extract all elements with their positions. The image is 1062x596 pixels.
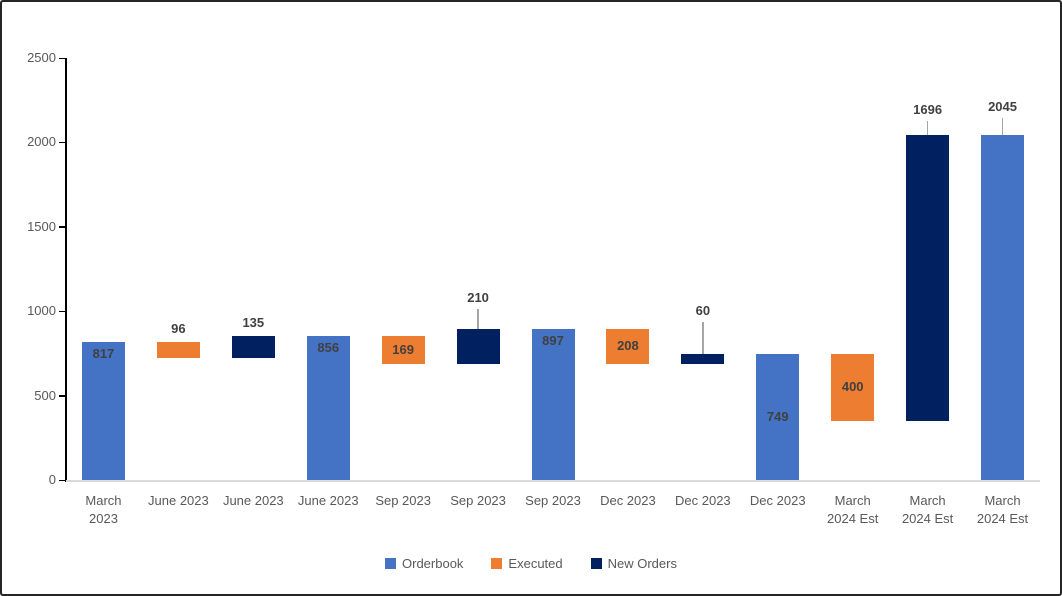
bar-orderbook: [981, 134, 1025, 480]
new-orders-swatch-icon: [590, 558, 602, 569]
y-axis-tick: [59, 57, 65, 59]
x-axis-label: June 2023: [222, 493, 284, 508]
orderbook-swatch-icon: [385, 558, 396, 569]
bar-value-label: 169: [392, 341, 414, 357]
y-axis-tick: [59, 226, 65, 228]
label-leader-line: [477, 308, 479, 329]
bar-executed: [381, 335, 425, 365]
x-axis-label: Sep 2023: [525, 493, 581, 508]
y-axis-tick: [59, 310, 65, 313]
y-axis-line: [65, 58, 67, 482]
bar-value-label: 1696: [913, 101, 943, 117]
y-axis-tick: [59, 141, 65, 144]
x-axis-label: March 2023: [85, 493, 122, 526]
y-axis-tick-label: 2500: [27, 50, 56, 65]
bar-value-label: 897: [542, 332, 564, 348]
y-axis-tick: [59, 395, 65, 397]
bar-value-label: 856: [317, 339, 340, 355]
legend-item-orderbook: Orderbook: [385, 556, 463, 571]
legend-label-executed: Executed: [508, 556, 563, 571]
executed-swatch-icon: [491, 558, 503, 569]
y-axis-tick-label: 0: [48, 472, 56, 487]
bar-value-label: 208: [617, 338, 639, 354]
legend: Orderbook Executed New Orders: [2, 556, 1060, 571]
y-axis-tick-label: 2000: [27, 134, 56, 150]
bar-value-label: 210: [467, 289, 489, 305]
x-axis-label: June 2023: [148, 493, 209, 508]
bar-orderbook: [756, 353, 800, 480]
label-leader-line: [1001, 117, 1004, 135]
y-axis-tick-label: 1000: [27, 303, 56, 319]
x-axis-label: Dec 2023: [600, 493, 656, 508]
legend-label-orderbook: Orderbook: [402, 556, 464, 571]
x-axis-baseline: [66, 480, 1040, 482]
label-leader-line: [702, 321, 704, 354]
bar-orderbook: [531, 328, 575, 480]
bar-new-orders: [231, 335, 275, 359]
x-axis-label: March 2024 Est: [976, 493, 1029, 526]
bar-value-label: 2045: [988, 98, 1017, 114]
bar-executed: [156, 342, 200, 359]
bar-orderbook: [81, 342, 125, 480]
x-axis-label: June 2023: [297, 493, 359, 508]
legend-item-new-orders: New Orders: [590, 556, 677, 571]
bar-value-label: 817: [92, 346, 115, 362]
x-axis-label: Dec 2023: [749, 493, 806, 508]
legend-item-executed: Executed: [491, 556, 563, 571]
bar-new-orders: [681, 353, 725, 364]
x-axis-label: March 2024 Est: [827, 493, 879, 526]
x-axis-label: March 2024 Est: [901, 493, 954, 526]
bar-executed: [606, 328, 650, 364]
bar-new-orders: [456, 328, 500, 365]
bar-value-label: 96: [171, 321, 186, 337]
bar-value-label: 749: [766, 408, 789, 424]
x-axis-label: Sep 2023: [375, 493, 431, 508]
bar-executed: [831, 353, 875, 422]
label-leader-line: [926, 120, 929, 135]
bar-value-label: 60: [695, 302, 711, 318]
bar-orderbook: [306, 335, 350, 480]
y-axis-tick-label: 500: [34, 387, 56, 403]
y-axis-tick: [59, 479, 65, 481]
bar-value-label: 135: [242, 314, 265, 330]
x-axis-label: Dec 2023: [675, 493, 731, 508]
bar-value-label: 400: [841, 379, 864, 395]
y-axis-tick-label: 1500: [27, 218, 56, 234]
x-axis-label: Sep 2023: [450, 493, 506, 508]
legend-label-new-orders: New Orders: [607, 556, 677, 571]
bar-new-orders: [906, 134, 950, 422]
